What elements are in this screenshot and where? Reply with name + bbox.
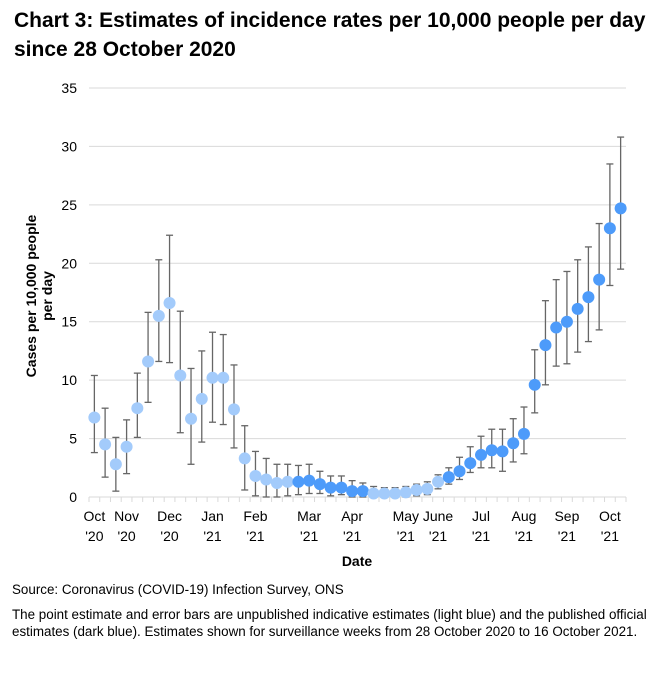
published-estimate-point bbox=[313, 478, 326, 491]
x-tick-label: Oct '20 bbox=[83, 508, 105, 544]
x-tick-label: June '21 bbox=[423, 508, 454, 544]
published-estimate-point bbox=[324, 481, 337, 494]
y-tick-label: 0 bbox=[69, 489, 77, 505]
indicative-estimate-point bbox=[185, 412, 198, 425]
x-tick-label: Sep '21 bbox=[554, 508, 579, 544]
y-tick-label: 15 bbox=[61, 314, 77, 330]
published-estimate-point bbox=[464, 457, 477, 470]
published-estimate-point bbox=[475, 448, 488, 461]
published-estimate-point bbox=[496, 445, 509, 458]
source-note: Source: Coronavirus (COVID-19) Infection… bbox=[12, 582, 344, 597]
x-tick-label: Jul '21 bbox=[472, 508, 490, 544]
y-tick-label: 35 bbox=[61, 80, 77, 96]
x-tick-label: Dec '20 bbox=[157, 508, 182, 544]
indicative-estimate-point bbox=[399, 486, 412, 499]
x-tick-label: Feb '21 bbox=[243, 508, 267, 544]
y-axis-title: Cases per 10,000 people bbox=[23, 214, 39, 377]
indicative-estimate-point bbox=[410, 483, 423, 496]
published-estimate-point bbox=[528, 378, 541, 391]
published-estimate-point bbox=[442, 471, 455, 484]
published-estimate-point bbox=[603, 222, 616, 235]
y-tick-label: 10 bbox=[61, 372, 77, 388]
published-estimate-point bbox=[346, 485, 359, 498]
indicative-estimate-point bbox=[270, 476, 283, 489]
published-estimate-point bbox=[303, 474, 316, 487]
indicative-estimate-point bbox=[120, 440, 133, 453]
published-estimate-point bbox=[593, 273, 606, 286]
indicative-estimate-point bbox=[142, 355, 155, 368]
published-estimate-point bbox=[582, 291, 595, 304]
indicative-estimate-point bbox=[227, 403, 240, 416]
y-axis-title-line2: per day bbox=[39, 271, 55, 321]
data-points bbox=[88, 202, 627, 500]
y-tick-label: 20 bbox=[61, 255, 77, 271]
indicative-estimate-point bbox=[238, 452, 251, 465]
published-estimate-point bbox=[517, 427, 530, 440]
x-axis-labels: Oct '20 Nov '20 Dec '20 Jan '21 Feb '21 Mar '21 Apr '… bbox=[83, 508, 620, 544]
x-tick-label: Apr '21 bbox=[341, 508, 363, 544]
error-bars bbox=[90, 136, 625, 498]
y-tick-label: 25 bbox=[61, 197, 77, 213]
x-tick-label: Jan '21 bbox=[201, 508, 224, 544]
published-estimate-point bbox=[507, 437, 520, 450]
y-axis-ticks: 0 5 10 15 20 25 30 35 bbox=[61, 80, 77, 505]
indicative-estimate-point bbox=[152, 309, 165, 322]
indicative-estimate-point bbox=[88, 411, 101, 424]
indicative-estimate-point bbox=[131, 402, 144, 415]
published-estimate-point bbox=[453, 465, 466, 478]
indicative-estimate-point bbox=[260, 473, 273, 486]
published-estimate-point bbox=[539, 339, 552, 352]
indicative-estimate-point bbox=[421, 482, 434, 495]
y-tick-label: 30 bbox=[61, 138, 77, 154]
x-tick-label: Oct '21 bbox=[599, 508, 621, 544]
indicative-estimate-point bbox=[217, 371, 230, 384]
published-estimate-point bbox=[560, 315, 573, 328]
indicative-estimate-point bbox=[99, 438, 112, 451]
chart: 0 5 10 15 20 25 30 35 Oct '20 Nov '20 Dec '20 Jan '21 F… bbox=[23, 80, 627, 569]
indicative-estimate-point bbox=[174, 369, 187, 382]
published-estimate-point bbox=[571, 302, 584, 315]
x-tick-label: May '21 bbox=[393, 508, 419, 544]
indicative-estimate-point bbox=[249, 469, 262, 482]
x-tick-label: Aug '21 bbox=[512, 508, 537, 544]
indicative-estimate-point bbox=[109, 458, 122, 471]
published-estimate-point bbox=[550, 321, 563, 334]
published-estimate-point bbox=[485, 444, 498, 457]
indicative-estimate-point bbox=[432, 475, 445, 488]
published-estimate-point bbox=[292, 475, 305, 488]
methodology-note: The point estimate and error bars are un… bbox=[12, 607, 647, 639]
indicative-estimate-point bbox=[206, 371, 219, 384]
x-axis-title: Date bbox=[342, 553, 373, 569]
indicative-estimate-point bbox=[163, 297, 176, 310]
x-axis bbox=[88, 496, 627, 502]
x-tick-label: Mar '21 bbox=[297, 508, 321, 544]
published-estimate-point bbox=[335, 481, 348, 494]
indicative-estimate-point bbox=[281, 475, 294, 488]
indicative-estimate-point bbox=[389, 487, 402, 500]
chart-title: Chart 3: Estimates of incidence rates pe… bbox=[14, 9, 646, 61]
y-tick-label: 5 bbox=[69, 431, 77, 447]
indicative-estimate-point bbox=[195, 392, 208, 405]
indicative-estimate-point bbox=[367, 487, 380, 500]
indicative-estimate-point bbox=[378, 487, 391, 500]
published-estimate-point bbox=[356, 485, 369, 498]
published-estimate-point bbox=[614, 202, 627, 215]
x-tick-label: Nov '20 bbox=[114, 508, 139, 544]
